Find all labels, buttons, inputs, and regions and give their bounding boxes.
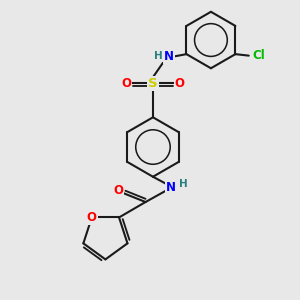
Text: Cl: Cl	[252, 49, 265, 62]
Text: N: N	[164, 50, 174, 63]
Text: O: O	[121, 76, 131, 90]
Text: O: O	[175, 76, 185, 90]
Text: H: H	[179, 179, 188, 189]
Text: H: H	[154, 51, 162, 62]
Text: S: S	[148, 76, 158, 90]
Text: O: O	[87, 211, 97, 224]
Text: O: O	[113, 184, 123, 196]
Text: N: N	[166, 181, 176, 194]
